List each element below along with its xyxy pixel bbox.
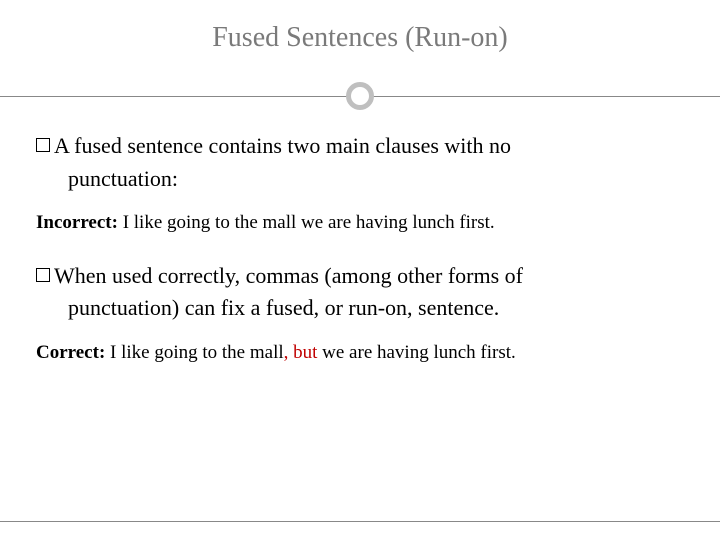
bullet-item-2: When used correctly, commas (among other… <box>36 262 684 291</box>
correct-text-a: I like going to the mall <box>105 342 283 363</box>
content-area: A fused sentence contains two main claus… <box>30 132 690 366</box>
bullet-2-continuation: punctuation) can fix a fused, or run-on,… <box>68 294 684 323</box>
slide-title: Fused Sentences (Run-on) <box>30 22 690 54</box>
slide-container: Fused Sentences (Run-on) A fused sentenc… <box>0 0 720 540</box>
divider-circle-icon <box>346 82 374 110</box>
incorrect-label: Incorrect: <box>36 212 118 233</box>
bottom-divider-line <box>0 521 720 522</box>
divider <box>0 82 720 112</box>
correct-highlight: , but <box>284 342 318 363</box>
bullet-2-text: When used correctly, commas (among other… <box>54 262 523 291</box>
correct-example: Correct: I like going to the mall, but w… <box>36 341 684 366</box>
bullet-1-text: A fused sentence contains two main claus… <box>54 132 511 161</box>
incorrect-example: Incorrect: I like going to the mall we a… <box>36 211 684 236</box>
square-bullet-icon <box>36 138 50 152</box>
bullet-1-continuation: punctuation: <box>68 165 684 194</box>
square-bullet-icon <box>36 268 50 282</box>
bullet-item-1: A fused sentence contains two main claus… <box>36 132 684 161</box>
correct-text-b: we are having lunch first. <box>317 342 515 363</box>
correct-label: Correct: <box>36 342 105 363</box>
incorrect-text: I like going to the mall we are having l… <box>118 212 495 233</box>
